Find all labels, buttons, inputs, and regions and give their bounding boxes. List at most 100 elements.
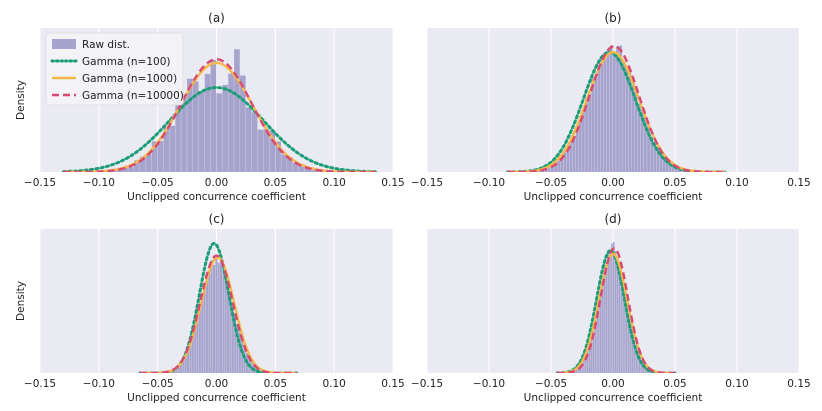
x-tick-label: 0.15 xyxy=(787,177,810,189)
x-tick-label: −0.10 xyxy=(473,378,505,390)
histogram-bar xyxy=(304,168,311,172)
histogram-bar xyxy=(642,363,645,373)
histogram-bar xyxy=(210,60,217,172)
histogram-bar xyxy=(269,130,276,172)
histogram-bar xyxy=(210,260,213,373)
x-tick-label: −0.15 xyxy=(24,378,56,390)
histogram-bar xyxy=(181,95,187,172)
density-curve-gamma-10000 xyxy=(507,44,725,172)
histogram-bar xyxy=(600,56,604,172)
histogram-bar xyxy=(275,141,281,172)
histogram-bar xyxy=(594,76,598,172)
histogram-bar xyxy=(614,251,617,373)
histogram-bar xyxy=(637,351,639,373)
histogram-bar xyxy=(216,93,223,172)
legend: Raw dist. Gamma (n=100) Gamma (n=1000) Gamm… xyxy=(45,32,184,106)
histogram-bar xyxy=(250,361,253,373)
histogram-bar xyxy=(583,360,585,373)
histogram-bar xyxy=(281,154,287,172)
histogram-bar xyxy=(194,322,197,373)
histogram-bar xyxy=(613,52,616,172)
data-layer xyxy=(506,44,727,172)
histogram-bar xyxy=(175,99,181,172)
histogram-bar xyxy=(175,366,178,373)
density-curve-gamma-1000 xyxy=(63,61,376,172)
histogram-bar xyxy=(662,157,666,172)
histogram-bar xyxy=(187,78,193,172)
x-tick-label: 0.05 xyxy=(663,177,686,189)
histogram-bar xyxy=(205,271,208,373)
histogram-bar xyxy=(644,365,647,373)
data-layer xyxy=(138,241,299,373)
data-layer xyxy=(555,241,677,373)
histogram-bar xyxy=(659,151,663,172)
histogram-bar xyxy=(624,293,626,373)
histogram-bar xyxy=(653,141,657,172)
histogram-bar xyxy=(594,318,596,373)
x-tick-label: 0.05 xyxy=(264,177,287,189)
x-tick-label: 0.10 xyxy=(322,378,345,390)
histogram-bar xyxy=(588,345,591,373)
x-axis-label: Unclipped concurrence coefficient xyxy=(524,392,703,404)
x-tick-label: 0.00 xyxy=(205,177,228,189)
histogram-bar xyxy=(629,320,632,373)
histogram-bar xyxy=(240,75,246,172)
y-axis-label: Density xyxy=(15,281,27,321)
x-tick-label: 0.15 xyxy=(787,378,810,390)
histogram-bar xyxy=(215,258,218,373)
histogram-bar xyxy=(613,241,615,373)
legend-label: Gamma (n=1000) xyxy=(82,73,177,85)
histogram-bar xyxy=(639,355,641,373)
panel-title: (a) xyxy=(208,11,225,25)
x-tick-label: 0.10 xyxy=(725,177,748,189)
histogram-bar xyxy=(177,364,180,373)
legend-box xyxy=(45,32,184,106)
histogram-bar xyxy=(656,146,660,172)
histogram-bar xyxy=(575,369,578,373)
histogram-bar xyxy=(187,346,190,373)
data-layer xyxy=(62,49,377,172)
histogram-bar xyxy=(603,261,606,373)
x-tick-label: 0.10 xyxy=(725,378,748,390)
histogram-bar xyxy=(599,293,602,373)
histogram-bar xyxy=(563,152,567,172)
histogram-bar xyxy=(635,345,637,373)
histogram-bar xyxy=(192,81,199,172)
legend-label: Gamma (n=100) xyxy=(82,56,171,68)
histogram-bar xyxy=(650,136,653,172)
histogram-bar xyxy=(627,310,630,373)
y-axis-label: Density xyxy=(15,80,27,120)
histogram-bar xyxy=(622,61,626,172)
x-tick-label: 0.15 xyxy=(381,378,404,390)
histogram-bar xyxy=(671,165,675,172)
histogram-bar xyxy=(590,339,593,373)
histogram-bar xyxy=(241,339,244,373)
histogram-bar xyxy=(229,293,232,373)
density-curve-gamma-100 xyxy=(62,86,377,172)
histogram-bar xyxy=(538,170,542,172)
histogram-bar xyxy=(157,141,164,172)
x-tick-label: −0.05 xyxy=(535,378,567,390)
x-tick-label: −0.15 xyxy=(411,378,443,390)
histogram-bar xyxy=(603,54,607,172)
histogram-bar xyxy=(591,77,595,172)
x-tick-label: −0.15 xyxy=(411,177,443,189)
histogram-bar xyxy=(569,140,573,172)
histogram-bar xyxy=(592,330,595,373)
panel-b: (b) −0.15 −0.10 −0.05 0.00 0.05 0.10 0.15 Unclip… xyxy=(411,11,811,203)
x-tick-label: −0.05 xyxy=(142,378,174,390)
x-tick-label: 0.10 xyxy=(322,177,345,189)
legend-label: Raw dist. xyxy=(82,39,130,51)
histogram-bar xyxy=(631,77,635,172)
histogram-bar xyxy=(554,163,557,172)
histogram-bar xyxy=(588,94,591,172)
histogram-bar xyxy=(169,125,176,172)
histogram-bar xyxy=(598,302,600,373)
x-tick-label: 0.05 xyxy=(663,378,686,390)
histogram-bar xyxy=(578,116,582,172)
histogram-bar xyxy=(616,46,619,172)
histogram-bar xyxy=(551,165,554,172)
density-curve-gamma-10000 xyxy=(140,254,297,373)
histogram-bar xyxy=(189,340,192,373)
